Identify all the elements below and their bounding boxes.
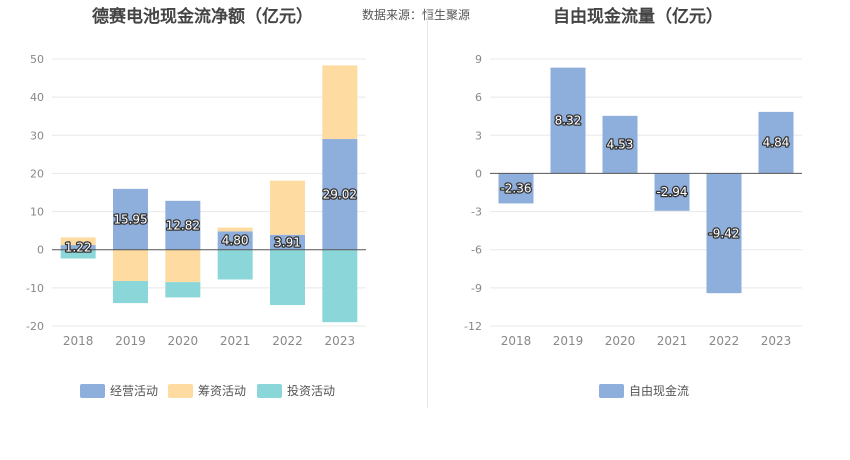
bar-投资活动-2019 (113, 281, 148, 303)
data-label: 4.84 (763, 136, 790, 150)
y-tick-label: 3 (475, 129, 482, 142)
y-tick-label: 0 (37, 244, 44, 257)
bar-筹资活动-2021 (218, 228, 253, 232)
x-tick-label: 2018 (63, 334, 94, 348)
legend-label-经营活动: 经营活动 (110, 384, 158, 398)
bar-投资活动-2023 (322, 250, 357, 322)
x-tick-label: 2021 (220, 334, 251, 348)
bar-投资活动-2021 (218, 250, 253, 280)
y-tick-label: 30 (30, 129, 44, 142)
x-tick-label: 2020 (168, 334, 199, 348)
data-label: -2.36 (500, 181, 531, 195)
legend-swatch-投资活动 (257, 384, 282, 398)
x-tick-label: 2022 (709, 334, 740, 348)
y-tick-label: 0 (475, 167, 482, 180)
y-tick-label: -6 (471, 244, 482, 257)
legend-swatch-经营活动 (80, 384, 105, 398)
y-tick-label: -9 (471, 282, 482, 295)
data-label: 4.80 (222, 234, 249, 248)
bar-筹资活动-2023 (322, 65, 357, 139)
x-tick-label: 2022 (272, 334, 303, 348)
y-tick-label: -3 (471, 206, 482, 219)
data-label: -9.42 (708, 226, 739, 240)
data-label: 4.53 (607, 138, 634, 152)
charts-canvas: -20-10010203040501.2215.95 12.824.80 3.912… (0, 0, 850, 460)
x-tick-label: 2019 (553, 334, 584, 348)
data-label: 12.82 (166, 218, 200, 232)
legend-label-筹资活动: 筹资活动 (198, 384, 246, 398)
y-tick-label: -10 (26, 282, 44, 295)
data-label: 8.32 (555, 114, 582, 128)
x-tick-label: 2023 (761, 334, 792, 348)
data-label: -2.94 (656, 185, 687, 199)
x-tick-label: 2019 (115, 334, 146, 348)
bar-投资活动-2020 (165, 282, 200, 297)
y-tick-label: 20 (30, 167, 44, 180)
legend-swatch-自由现金流 (599, 384, 624, 398)
data-label: 29.02 (323, 187, 357, 201)
y-tick-label: -12 (464, 320, 482, 333)
y-tick-label: 10 (30, 206, 44, 219)
bar-筹资活动-2019 (113, 250, 148, 281)
y-tick-label: 6 (475, 91, 482, 104)
data-label: 1.22 (65, 240, 92, 254)
legend-swatch-筹资活动 (168, 384, 193, 398)
y-tick-label: 40 (30, 91, 44, 104)
bar-筹资活动-2022 (270, 181, 305, 235)
legend-label-自由现金流: 自由现金流 (629, 383, 689, 398)
y-tick-label: -20 (26, 320, 44, 333)
y-tick-label: 9 (475, 53, 482, 66)
bar-投资活动-2022 (270, 250, 305, 305)
legend-label-投资活动: 投资活动 (287, 383, 335, 398)
data-label: 3.91 (274, 235, 301, 249)
x-tick-label: 2020 (605, 334, 636, 348)
x-tick-label: 2023 (325, 334, 356, 348)
x-tick-label: 2021 (657, 334, 688, 348)
y-tick-label: 50 (30, 53, 44, 66)
bar-筹资活动-2020 (165, 250, 200, 282)
data-label: 15.95 (113, 212, 147, 226)
x-tick-label: 2018 (501, 334, 532, 348)
